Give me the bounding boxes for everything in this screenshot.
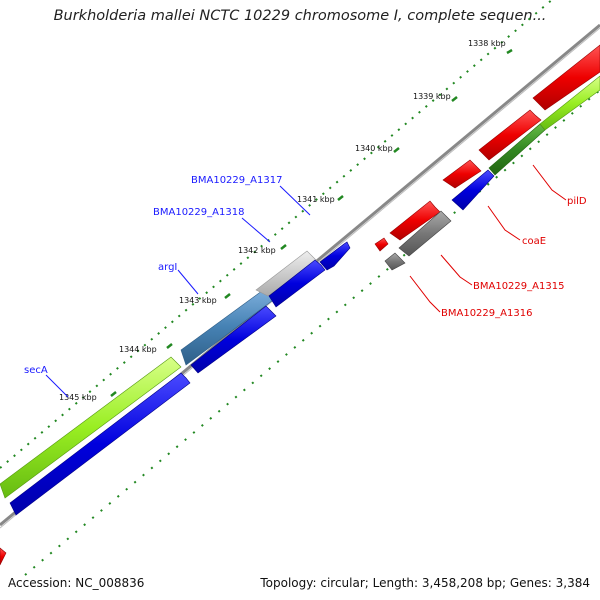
gene-bma10229-a1316-red	[374, 237, 389, 252]
leader-a1318	[241, 217, 271, 243]
leader-a1316	[409, 275, 441, 313]
gene-bma10229-a1316	[384, 252, 406, 271]
accession-text: Accession: NC_008836	[8, 576, 145, 590]
tick-mark	[506, 48, 513, 55]
label-leaders-red	[409, 164, 567, 313]
cds-forward-1	[9, 372, 191, 516]
gene-label-a1315: BMA10229_A1315	[473, 281, 564, 292]
gene-label-coae: coaE	[522, 236, 546, 247]
tick-label: 1341 kbp	[297, 195, 335, 204]
tick-marks	[54, 48, 513, 446]
tick-label: 1344 kbp	[119, 345, 157, 354]
gene-label-a1318: BMA10229_A1318	[153, 207, 244, 218]
tick-mark	[224, 293, 231, 299]
map-title: Burkholderia mallei NCTC 10229 chromosom…	[53, 8, 547, 24]
gene-bma10229-a1317	[319, 241, 351, 271]
gene-red-forward-1	[442, 159, 482, 189]
forward-strand-features	[0, 44, 600, 499]
leader-a1315	[440, 254, 473, 286]
gene-label-a1316: BMA10229_A1316	[441, 308, 532, 319]
tick-mark	[393, 147, 400, 153]
gene-bma10229-a1315-red	[389, 200, 441, 241]
leader-argi	[177, 269, 199, 295]
gene-label-argi: argI	[158, 262, 177, 273]
gene-red-forward-2	[478, 109, 542, 161]
tick-label: 1345 kbp	[59, 393, 97, 402]
gene-labels: BMA10229_A1317 BMA10229_A1318 argI secA …	[24, 175, 587, 376]
label-leaders-blue	[45, 185, 311, 398]
gene-label-pild: pilD	[567, 196, 587, 207]
gene-bma10229-a1318	[255, 250, 318, 297]
leader-coae	[487, 205, 521, 241]
reverse-strand-features	[0, 200, 452, 566]
tick-mark	[337, 195, 344, 201]
forward-cds-track	[9, 75, 600, 516]
leader-seca	[45, 374, 69, 398]
gene-seca	[0, 356, 182, 499]
gene-red-bottom	[0, 547, 7, 566]
cds-green-2	[539, 75, 600, 131]
cds-forward-3	[268, 259, 326, 308]
gene-red-forward-3	[532, 44, 600, 111]
leader-pild	[532, 164, 567, 201]
tick-label: 1339 kbp	[413, 92, 451, 101]
gene-label-seca: secA	[24, 365, 48, 376]
tick-mark	[110, 391, 117, 397]
tick-labels: 1338 kbp 1339 kbp 1340 kbp 1341 kbp 1342…	[59, 39, 506, 402]
gc-dots-inner	[24, 89, 600, 576]
gc-dot-track-inner-1	[24, 89, 600, 576]
gene-label-a1317: BMA10229_A1317	[191, 175, 282, 186]
cds-forward-4	[451, 169, 495, 211]
tick-label: 1343 kbp	[179, 296, 217, 305]
tick-mark	[451, 96, 458, 102]
leader-a1317	[279, 185, 311, 216]
tick-mark	[280, 244, 287, 250]
tick-label: 1342 kbp	[238, 246, 276, 255]
cds-forward-2	[190, 305, 277, 374]
tick-label: 1338 kbp	[468, 39, 506, 48]
gene-bma10229-a1315	[398, 210, 452, 257]
tick-mark	[166, 343, 173, 349]
tick-label: 1340 kbp	[355, 144, 393, 153]
topology-summary-text: Topology: circular; Length: 3,458,208 bp…	[260, 576, 590, 590]
